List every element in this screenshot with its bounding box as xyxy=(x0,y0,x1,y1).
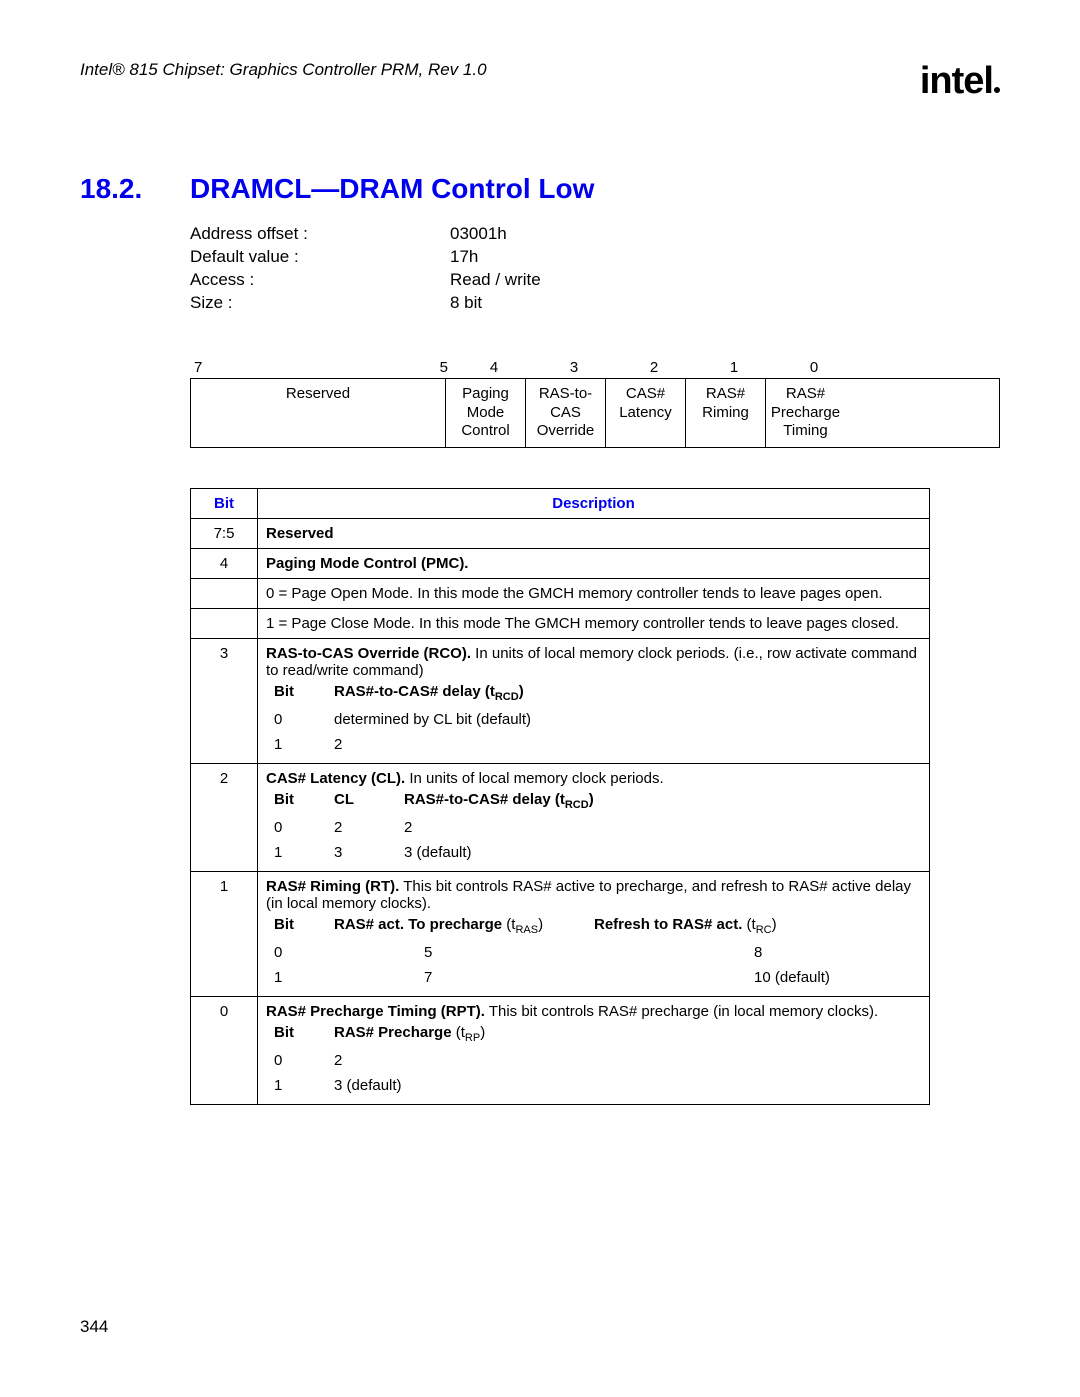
bit0-title: RAS# Precharge Timing (RPT). xyxy=(266,1003,485,1020)
bit1-r0-c0: 0 xyxy=(274,944,334,961)
bit4-title: Paging Mode Control (PMC). xyxy=(266,555,468,572)
bit-num-5: 5 xyxy=(414,355,454,378)
doc-title: Intel® 815 Chipset: Graphics Controller … xyxy=(80,60,487,80)
bit3-subhead-bit: Bit xyxy=(274,683,334,703)
default-value: 17h xyxy=(450,246,478,269)
address-offset-label: Address offset : xyxy=(190,223,450,246)
default-value-label: Default value : xyxy=(190,246,450,269)
bit1-r0-c2: 8 xyxy=(684,944,762,961)
bit2-subhead-delay: RAS#-to-CAS# delay (tRCD) xyxy=(404,791,594,811)
bit-2: 2 xyxy=(191,764,258,872)
bit3-title: RAS-to-CAS Override (RCO). xyxy=(266,645,471,662)
bit1-title: RAS# Riming (RT). xyxy=(266,878,399,895)
bit0-r1-c1: 3 (default) xyxy=(334,1077,402,1094)
bit1-r1-c1: 7 xyxy=(334,969,684,986)
bit-num-3: 3 xyxy=(534,355,614,378)
bit-7-5: 7:5 xyxy=(191,519,258,549)
bit1-subhead-refresh: Refresh to RAS# act. (tRC) xyxy=(594,916,777,936)
bit2-subhead-bit: Bit xyxy=(274,791,334,811)
bit0-r1-c0: 1 xyxy=(274,1077,334,1094)
bitfield-0: RAS# Precharge Timing xyxy=(765,379,845,447)
size-value: 8 bit xyxy=(450,292,482,315)
bit1-r1-c2: 10 (default) xyxy=(684,969,830,986)
th-bit: Bit xyxy=(191,489,258,519)
bit2-text: In units of local memory clock periods. xyxy=(405,770,663,787)
bit-num-0: 0 xyxy=(774,355,854,378)
reserved-text: Reserved xyxy=(266,525,334,542)
intel-logo: intel xyxy=(920,60,1000,103)
bit2-subhead-cl: CL xyxy=(334,791,404,811)
bit1-r1-c0: 1 xyxy=(274,969,334,986)
section-number: 18.2. xyxy=(80,173,190,205)
bit2-r1-c1: 3 xyxy=(334,844,404,861)
address-offset-value: 03001h xyxy=(450,223,507,246)
bit3-r1-c0: 1 xyxy=(274,736,334,753)
bit2-r1-c0: 1 xyxy=(274,844,334,861)
bit2-r0-c0: 0 xyxy=(274,819,334,836)
access-label: Access : xyxy=(190,269,450,292)
bit0-text: This bit controls RAS# precharge (in loc… xyxy=(485,1003,878,1020)
bit0-subhead-precharge: RAS# Precharge (tRP) xyxy=(334,1024,485,1044)
bit1-r0-c1: 5 xyxy=(334,944,684,961)
bit-num-2: 2 xyxy=(614,355,694,378)
section-title: DRAMCL—DRAM Control Low xyxy=(190,173,594,204)
page-number: 344 xyxy=(80,1317,108,1337)
bit3-subhead-delay: RAS#-to-CAS# delay (tRCD) xyxy=(334,683,524,703)
bit0-subhead-bit: Bit xyxy=(274,1024,334,1044)
bit-num-1: 1 xyxy=(694,355,774,378)
bit2-r1-c2: 3 (default) xyxy=(404,844,472,861)
bit4-line0: 0 = Page Open Mode. In this mode the GMC… xyxy=(258,579,930,609)
description-table: Bit Description 7:5 Reserved 4 Paging Mo… xyxy=(190,488,930,1105)
th-description: Description xyxy=(258,489,930,519)
access-value: Read / write xyxy=(450,269,541,292)
bit3-r0-c0: 0 xyxy=(274,711,334,728)
bit0-r0-c1: 2 xyxy=(334,1052,342,1069)
bitfield-3: RAS-to-CAS Override xyxy=(525,379,605,447)
bit0-r0-c0: 0 xyxy=(274,1052,334,1069)
section-heading: 18.2.DRAMCL—DRAM Control Low xyxy=(80,173,1000,205)
bit3-r1-c1: 2 xyxy=(334,736,342,753)
bit2-title: CAS# Latency (CL). xyxy=(266,770,405,787)
bit-0: 0 xyxy=(191,997,258,1105)
bit-3: 3 xyxy=(191,639,258,764)
bit2-r0-c1: 2 xyxy=(334,819,404,836)
size-label: Size : xyxy=(190,292,450,315)
bit-1: 1 xyxy=(191,872,258,997)
bit-num-4: 4 xyxy=(454,355,534,378)
bit1-subhead-ras: RAS# act. To precharge (tRAS) xyxy=(334,916,594,936)
bitfield-4: Paging Mode Control xyxy=(445,379,525,447)
register-info: Address offset :03001h Default value :17… xyxy=(190,223,1000,315)
bitfield-2: CAS# Latency xyxy=(605,379,685,447)
bitfield-reserved: Reserved xyxy=(191,379,445,447)
bit3-r0-c1: determined by CL bit (default) xyxy=(334,711,531,728)
bit1-subhead-bit: Bit xyxy=(274,916,334,936)
bit-layout-diagram: 7 5 4 3 2 1 0 Reserved Paging Mode Contr… xyxy=(190,355,1000,448)
bit-num-7: 7 xyxy=(190,355,228,378)
bit4-line1: 1 = Page Close Mode. In this mode The GM… xyxy=(258,609,930,639)
bit-4: 4 xyxy=(191,549,258,579)
bitfield-1: RAS# Riming xyxy=(685,379,765,447)
bit2-r0-c2: 2 xyxy=(404,819,412,836)
